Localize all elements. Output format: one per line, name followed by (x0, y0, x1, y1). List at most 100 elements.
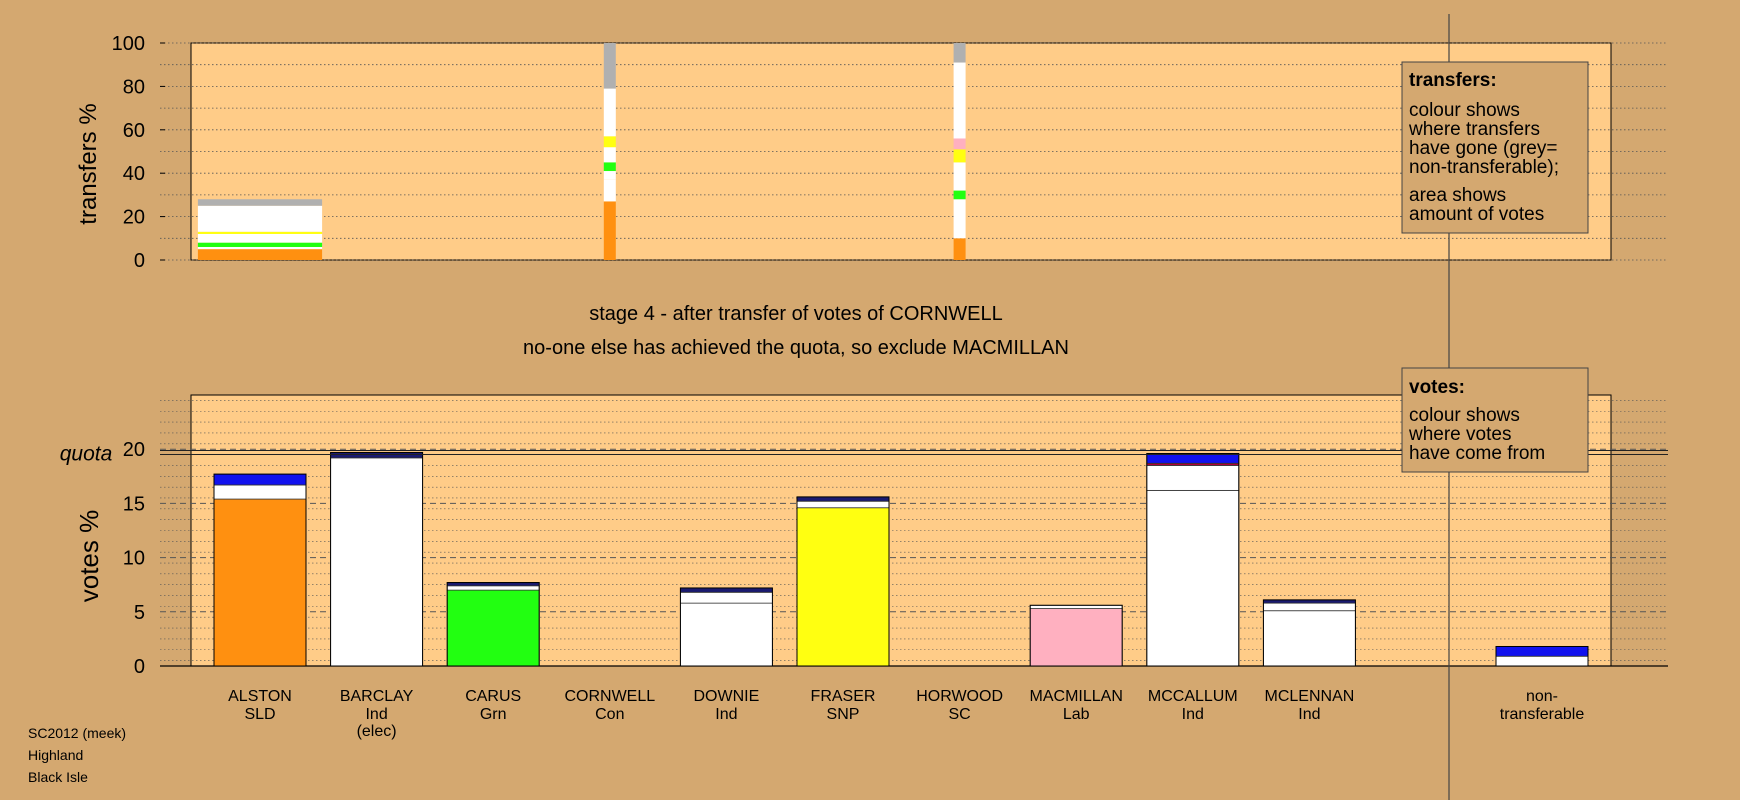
candidate-name-label: HORWOOD (916, 688, 1003, 705)
candidate-party-label: Con (595, 706, 624, 723)
transfers-legend: transfers: colour shows where transfers … (1401, 61, 1589, 234)
vote-segment (446, 589, 540, 667)
footer-line: Highland (28, 747, 83, 763)
vote-bar (1495, 645, 1589, 667)
vote-segment (330, 457, 424, 667)
vote-bar (330, 451, 424, 667)
vote-segment (796, 500, 890, 509)
stage-title: stage 4 - after transfer of votes of COR… (589, 303, 1003, 325)
vote-segment (1029, 608, 1123, 667)
vote-segment (1263, 610, 1356, 667)
votes-legend-box (1401, 367, 1589, 473)
transfers-legend-line: amount of votes (1409, 204, 1544, 225)
vote-segment (1146, 465, 1240, 491)
vote-segment (330, 452, 424, 459)
transfer-segment (953, 190, 966, 200)
quota-label: quota (60, 442, 113, 465)
candidate-name-label: BARCLAY (340, 688, 414, 705)
candidate-name-label: ALSTON (228, 688, 292, 705)
candidate-party-label: Ind (1182, 706, 1204, 723)
footer-line: SC2012 (meek) (28, 725, 126, 741)
transfers-y-ticks: 0 20 40 60 80 100 (112, 33, 165, 272)
transfers-y-tick-label: 100 (112, 33, 145, 55)
vote-segment (1146, 453, 1240, 464)
candidate-party-label: Lab (1063, 706, 1090, 723)
transfer-segment (603, 201, 616, 260)
candidate-party-label: Ind (715, 706, 737, 723)
footer-line: Black Isle (28, 769, 88, 785)
transfer-segment (197, 199, 323, 206)
votes-legend-line: have come from (1409, 443, 1545, 464)
votes-legend-line: where votes (1408, 424, 1511, 445)
candidate-party-label: Ind (1298, 706, 1320, 723)
transfer-segment (603, 136, 616, 148)
transfers-bars (197, 43, 966, 260)
candidate-party-label: SNP (827, 706, 860, 723)
transfer-segment (953, 62, 966, 139)
votes-legend-line: colour shows (1409, 405, 1520, 426)
votes-y-tick-label: 15 (123, 493, 145, 515)
transfers-legend-line: non-transferable); (1409, 157, 1559, 178)
transfers-legend-line: colour shows (1409, 100, 1520, 121)
transfer-segment (953, 162, 966, 191)
vote-bar (1029, 604, 1123, 667)
transfer-segment (603, 147, 616, 163)
votes-legend-heading: votes: (1409, 377, 1465, 398)
candidate-party-label: Grn (480, 706, 507, 723)
candidate-name-label: CORNWELL (564, 688, 655, 705)
votes-legend: votes: colour shows where votes have com… (1401, 367, 1589, 473)
vote-segment (796, 496, 890, 502)
vote-segment (1263, 602, 1356, 612)
vote-segment (680, 591, 773, 604)
candidate-party-label: SLD (244, 706, 275, 723)
vote-segment (680, 602, 773, 667)
transfers-y-tick-label: 20 (123, 207, 145, 229)
transfer-segment (953, 149, 966, 163)
transfer-segment (603, 179, 616, 202)
vote-bar (796, 496, 890, 667)
vote-segment (213, 473, 307, 486)
transfer-segment (603, 88, 616, 137)
transfers-legend-line: have gone (grey= (1409, 138, 1557, 159)
transfer-segment (953, 43, 966, 63)
vote-bar (679, 587, 773, 667)
vote-bar (1146, 453, 1240, 667)
candidate-party-label: transferable (1500, 706, 1585, 723)
transfers-y-tick-label: 0 (134, 250, 145, 272)
transfer-segment (953, 138, 966, 150)
transfer-segment (603, 43, 616, 89)
transfer-segment (197, 233, 323, 243)
vote-segment (213, 498, 307, 667)
transfer-segment (197, 246, 323, 250)
votes-bars (213, 451, 1589, 667)
transfer-segment (197, 231, 323, 234)
candidate-name-label: MACMILLAN (1030, 688, 1123, 705)
transfers-y-axis-label: transfers % (75, 103, 102, 224)
transfers-y-tick-label: 40 (123, 163, 145, 185)
candidate-name-label: CARUS (465, 688, 521, 705)
votes-y-tick-label: 0 (134, 656, 145, 678)
stage-subtitle: no-one else has achieved the quota, so e… (523, 337, 1069, 359)
vote-segment (213, 484, 307, 500)
candidate-name-label: FRASER (811, 688, 876, 705)
candidate-name-label: MCLENNAN (1265, 688, 1355, 705)
vote-segment (446, 585, 540, 591)
transfers-legend-box (1401, 61, 1589, 234)
candidate-name-label: DOWNIE (694, 688, 760, 705)
candidate-labels: ALSTONSLDBARCLAYInd(elec)CARUSGrnCORNWEL… (228, 688, 1584, 740)
transfers-y-tick-label: 80 (123, 76, 145, 98)
vote-bar (446, 582, 540, 667)
transfer-segment (603, 171, 616, 180)
transfer-segment (603, 162, 616, 172)
transfer-segment (953, 238, 966, 260)
transfer-segment (197, 242, 323, 247)
votes-y-axis-label: votes % (74, 510, 104, 603)
candidate-party-label: Ind (365, 706, 387, 723)
vote-segment (1146, 489, 1240, 667)
vote-segment (1495, 655, 1589, 667)
candidate-name-label: MCCALLUM (1148, 688, 1238, 705)
vote-segment (680, 587, 773, 593)
